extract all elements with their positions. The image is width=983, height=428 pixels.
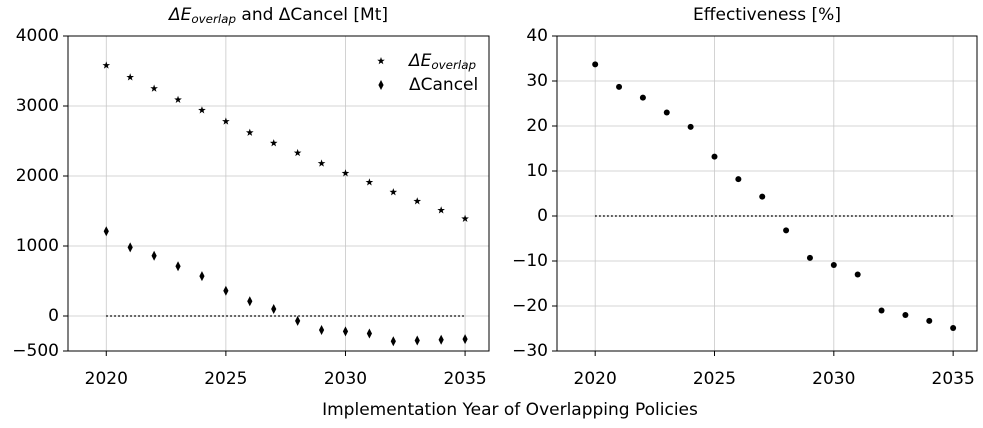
x-tick-label: 2035 — [932, 369, 975, 389]
legend: ΔEoverlap ΔCancel — [377, 51, 478, 95]
y-tick-label: 40 — [526, 26, 548, 46]
point — [462, 334, 468, 345]
y-tick-label: 0 — [48, 306, 59, 326]
y-tick-label: 10 — [526, 161, 548, 181]
x-tick-label: 2030 — [324, 369, 367, 389]
point — [616, 83, 623, 90]
chart-title-part: overlap — [191, 12, 236, 26]
point — [295, 315, 301, 326]
point — [198, 106, 206, 114]
point — [663, 109, 670, 116]
point — [103, 226, 109, 237]
point — [222, 117, 230, 125]
point — [175, 261, 181, 272]
x-tick-label: 2035 — [443, 369, 486, 389]
chart-title: ΔEoverlap and ΔCancel [Mt] — [167, 5, 388, 26]
point — [150, 84, 158, 92]
point — [317, 159, 326, 167]
point — [830, 262, 837, 269]
point — [390, 336, 396, 347]
x-tick-label: 2020 — [85, 369, 128, 389]
point — [389, 188, 398, 196]
chart-title: Effectiveness [%] — [693, 5, 841, 25]
y-tick-label: −500 — [12, 341, 59, 361]
chart-title-part: ΔE — [167, 5, 192, 25]
point — [437, 206, 445, 214]
point — [592, 61, 599, 68]
y-tick-label: 1000 — [16, 236, 59, 256]
point — [269, 139, 278, 147]
point — [223, 285, 229, 296]
legend-label: ΔCancel — [409, 75, 478, 95]
y-tick-label: 3000 — [16, 96, 59, 116]
legend-label-part: ΔE — [407, 51, 432, 71]
point — [759, 193, 766, 200]
point — [711, 153, 718, 160]
point — [783, 227, 790, 234]
point — [199, 271, 205, 282]
point — [293, 148, 302, 157]
y-tick-label: 30 — [526, 71, 548, 91]
point — [438, 334, 444, 345]
point — [687, 123, 694, 130]
x-tick-label: 2030 — [812, 369, 855, 389]
y-tick-label: 0 — [537, 206, 548, 226]
point — [950, 325, 957, 332]
point — [902, 312, 909, 318]
x-tick-label: 2025 — [693, 369, 736, 389]
y-tick-label: −10 — [512, 251, 548, 271]
plot-frame — [67, 35, 490, 352]
legend-label-part: overlap — [431, 58, 476, 72]
y-tick-label: 4000 — [16, 26, 59, 46]
point — [247, 296, 253, 307]
point — [639, 94, 646, 101]
point — [245, 128, 254, 136]
point — [735, 176, 742, 183]
y-tick-label: 2000 — [16, 166, 59, 186]
y-tick-label: −20 — [512, 296, 548, 316]
point — [878, 307, 885, 314]
chart-title-part: Effectiveness [%] — [693, 5, 841, 25]
point — [365, 178, 374, 186]
legend-marker — [378, 80, 384, 90]
legend-label-part: ΔCancel — [409, 75, 478, 95]
x-axis-label: Implementation Year of Overlapping Polic… — [322, 400, 698, 420]
point — [318, 325, 325, 335]
point — [127, 242, 133, 253]
legend-label: ΔEoverlap — [407, 51, 476, 72]
point — [102, 61, 111, 69]
point — [342, 326, 349, 337]
point — [126, 73, 134, 81]
point — [174, 95, 182, 103]
point — [151, 250, 157, 261]
plot-frame — [556, 35, 978, 352]
point — [413, 197, 422, 205]
point — [414, 335, 420, 346]
point — [271, 304, 277, 314]
legend-marker — [377, 57, 385, 65]
y-tick-label: 20 — [526, 116, 548, 136]
x-tick-label: 2020 — [574, 369, 617, 389]
point — [926, 317, 933, 324]
point — [854, 271, 861, 278]
x-tick-label: 2025 — [204, 369, 247, 389]
y-tick-label: −30 — [512, 341, 548, 361]
point — [461, 214, 469, 222]
point — [341, 169, 350, 177]
point — [366, 328, 372, 339]
chart-title-part: and ΔCancel [Mt] — [236, 5, 388, 25]
point — [806, 254, 813, 261]
